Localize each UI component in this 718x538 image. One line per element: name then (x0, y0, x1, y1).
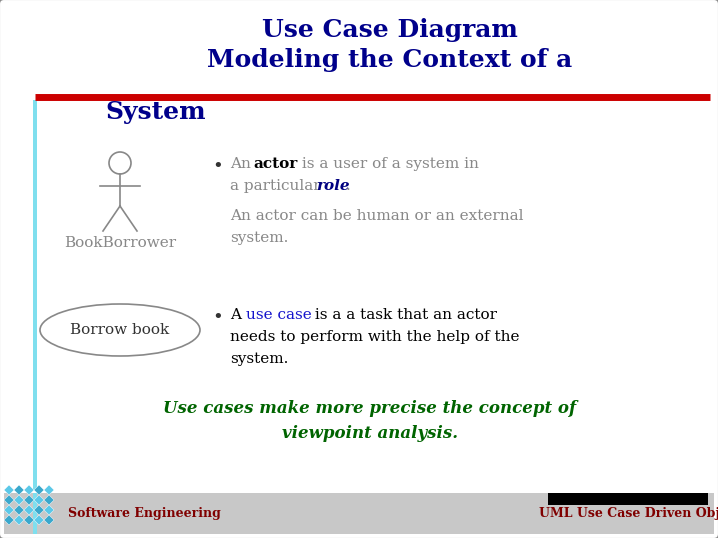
Bar (4, 493, 714, 534)
Polygon shape (44, 495, 54, 505)
Text: use case: use case (246, 308, 312, 322)
Polygon shape (34, 515, 44, 525)
Polygon shape (14, 505, 24, 515)
Text: system.: system. (230, 352, 289, 366)
Text: UML Use Case Driven Object: UML Use Case Driven Object (539, 507, 718, 520)
Text: Use Case Diagram: Use Case Diagram (262, 18, 518, 42)
Polygon shape (14, 495, 24, 505)
Text: needs to perform with the help of the: needs to perform with the help of the (230, 330, 520, 344)
Text: is a a task that an actor: is a a task that an actor (310, 308, 497, 322)
Text: actor: actor (253, 157, 297, 171)
Polygon shape (14, 485, 24, 495)
Bar (33, 493, 37, 534)
Polygon shape (24, 505, 34, 515)
Text: •: • (212, 308, 223, 326)
Text: An: An (230, 157, 256, 171)
Polygon shape (34, 485, 44, 495)
Text: Borrow book: Borrow book (70, 323, 169, 337)
Polygon shape (44, 505, 54, 515)
Text: BookBorrower: BookBorrower (64, 236, 176, 250)
Polygon shape (4, 495, 14, 505)
Text: is a user of a system in: is a user of a system in (297, 157, 479, 171)
Polygon shape (44, 485, 54, 495)
Text: system.: system. (230, 231, 289, 245)
Polygon shape (4, 485, 14, 495)
Polygon shape (44, 515, 54, 525)
Polygon shape (4, 505, 14, 515)
Polygon shape (34, 495, 44, 505)
Text: .: . (346, 179, 351, 193)
Text: Use cases make more precise the concept of
viewpoint analysis.: Use cases make more precise the concept … (164, 400, 577, 442)
Text: •: • (212, 157, 223, 175)
Polygon shape (34, 505, 44, 515)
Text: An actor can be human or an external: An actor can be human or an external (230, 209, 523, 223)
Text: System: System (105, 100, 205, 124)
Polygon shape (14, 515, 24, 525)
Polygon shape (24, 495, 34, 505)
Text: Software Engineering: Software Engineering (68, 507, 221, 520)
Polygon shape (24, 515, 34, 525)
Polygon shape (24, 485, 34, 495)
Bar (548, 493, 708, 505)
Polygon shape (4, 515, 14, 525)
Text: A: A (230, 308, 246, 322)
Text: role: role (316, 179, 350, 193)
Text: a particular: a particular (230, 179, 325, 193)
Bar (33, 100, 37, 490)
Text: Modeling the Context of a: Modeling the Context of a (208, 48, 573, 72)
